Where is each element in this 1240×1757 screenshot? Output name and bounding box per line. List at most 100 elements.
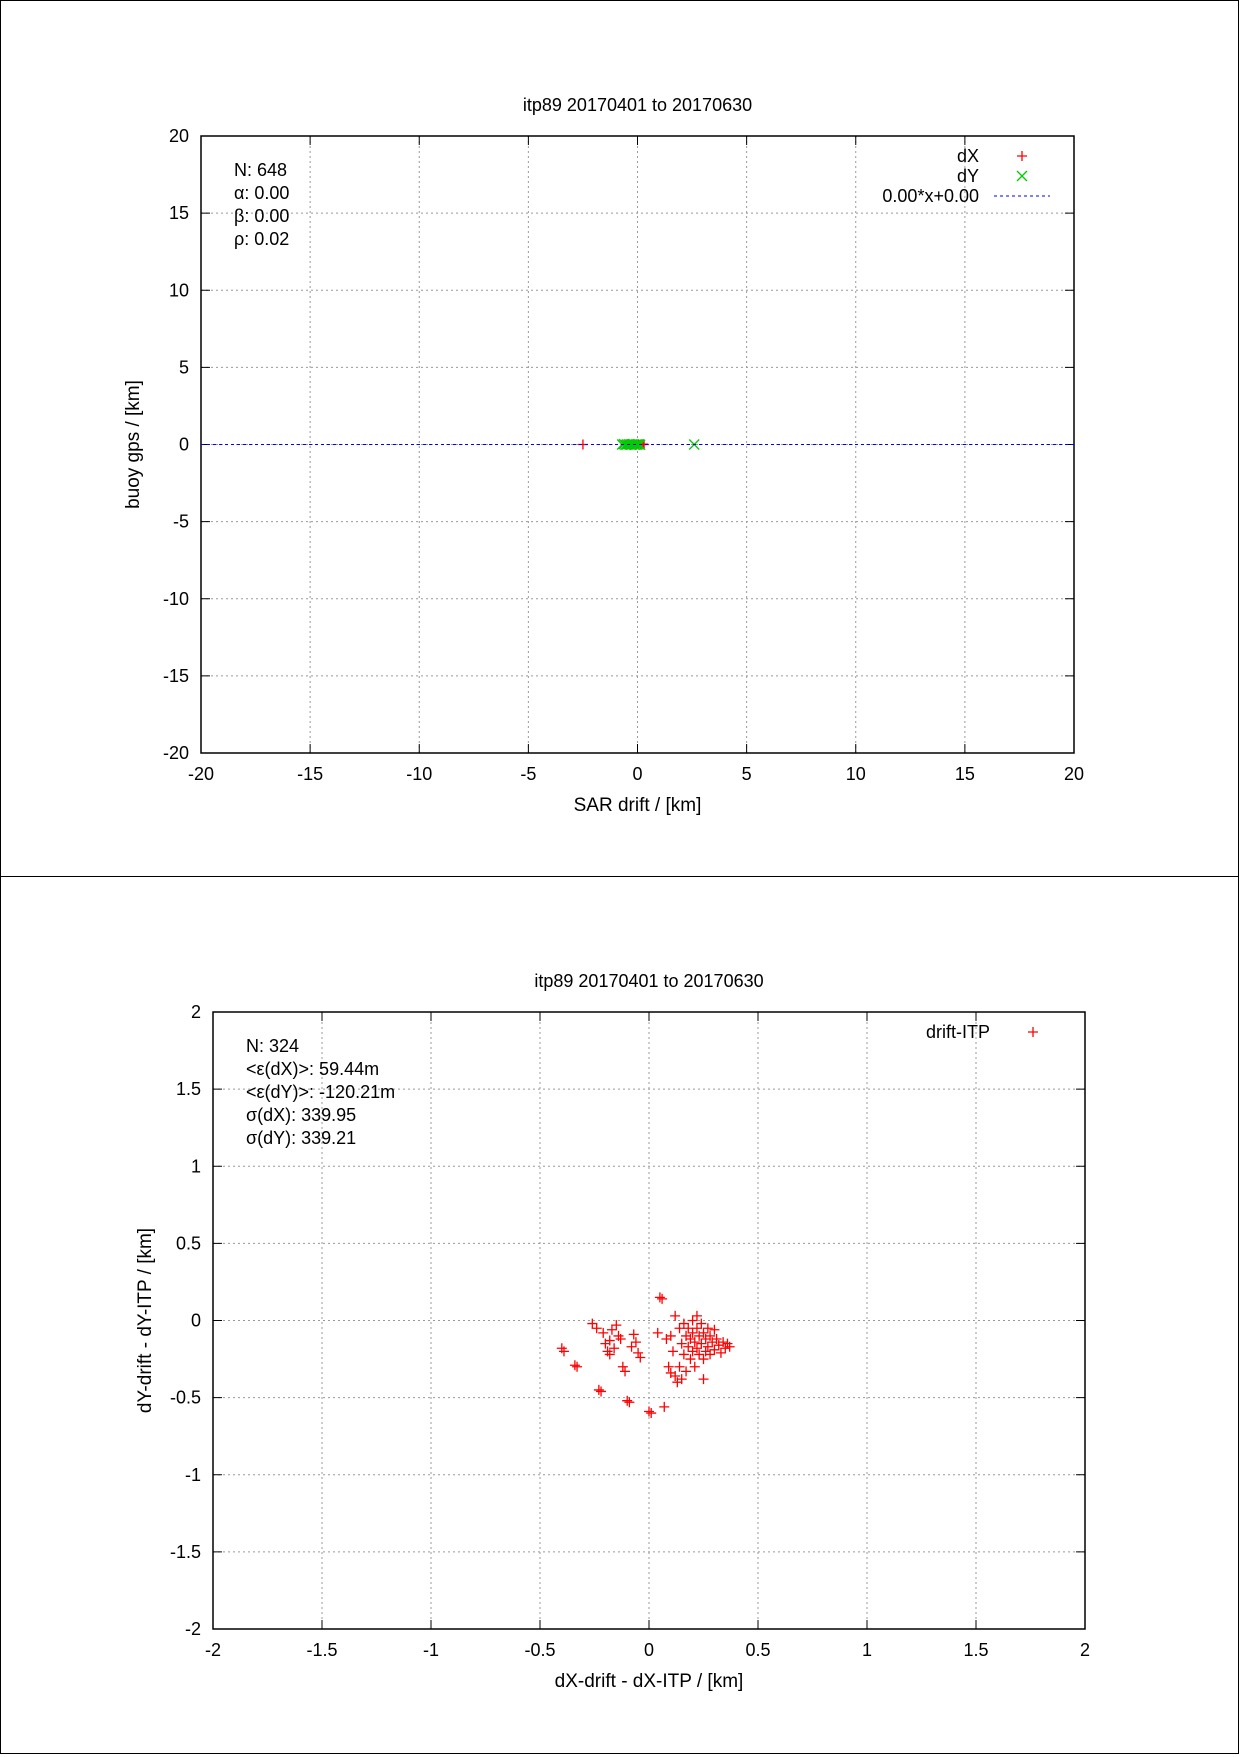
y-tick-label: 1 [191, 1156, 201, 1176]
x-tick-label: -0.5 [524, 1640, 555, 1660]
data-point [630, 1337, 641, 1348]
chart-bottom: itp89 20170401 to 20170630 -2 -1.5 -1 -0.5 0 0… [135, 971, 1090, 1692]
x-tick-label: 20 [1064, 764, 1084, 784]
x-tick-label: 0.5 [745, 1640, 770, 1660]
y-tick-label: -2 [185, 1619, 201, 1639]
data-point [604, 1335, 615, 1346]
x-tick-label: 2 [1080, 1640, 1090, 1660]
legend-label: dX [957, 146, 979, 166]
legend-label: dY [957, 166, 979, 186]
stats-line: <ε(dX)>: 59.44m [246, 1059, 379, 1079]
y-tick-label: 0 [179, 435, 189, 455]
data-point [683, 1323, 694, 1334]
data-point [691, 1310, 702, 1321]
data-point [711, 1334, 722, 1345]
data-point [631, 439, 643, 450]
chart-title: itp89 20170401 to 20170630 [534, 971, 763, 991]
x-tick-label: -5 [520, 764, 536, 784]
x-tick-label: -2 [205, 1640, 221, 1660]
legend-marker-sample [1017, 151, 1027, 161]
y-tick-label: 5 [179, 357, 189, 377]
data-point [620, 1366, 631, 1377]
data-point [633, 1347, 644, 1358]
top-figure-frame: itp89 20170401 to 20170630 -20 -15 -10 -5 0 5 1… [0, 0, 1239, 878]
legend-label: drift-ITP [926, 1022, 990, 1042]
data-point [674, 1323, 685, 1334]
data-point [615, 1334, 626, 1345]
legend-marker-sample [1028, 1027, 1038, 1037]
chart-title: itp89 20170401 to 20170630 [523, 95, 752, 115]
data-point [681, 1366, 692, 1377]
data-point [611, 1320, 622, 1331]
y-tick-label: 0 [191, 1311, 201, 1331]
data-point [709, 1324, 720, 1335]
x-tick-label: 0 [632, 764, 642, 784]
data-point [624, 1397, 635, 1408]
x-tick-label: 5 [742, 764, 752, 784]
data-point [652, 1327, 663, 1338]
data-point [698, 1327, 709, 1338]
y-axis-label: dY-drift - dY-ITP / [km] [135, 1228, 156, 1413]
data-point [696, 1318, 707, 1329]
data-point [683, 1341, 694, 1352]
stats-line: N: 648 [234, 160, 287, 180]
data-point [705, 1330, 716, 1341]
bottom-figure-frame: itp89 20170401 to 20170630 -2 -1.5 -1 -0.5 0 0… [0, 876, 1239, 1754]
data-point [702, 1323, 713, 1334]
data-point [657, 1293, 668, 1304]
stats-line: <ε(dY)>: -120.21m [246, 1082, 395, 1102]
x-tick-label: -10 [406, 764, 432, 784]
data-point [676, 1338, 687, 1349]
data-point [667, 1346, 678, 1357]
stats-line: N: 324 [246, 1036, 299, 1056]
x-tick-label: -15 [297, 764, 323, 784]
data-point [609, 1343, 620, 1354]
data-point [670, 1310, 681, 1321]
data-point [715, 1347, 726, 1358]
data-point [698, 1374, 709, 1385]
data-point [596, 1386, 607, 1397]
data-point [646, 1408, 657, 1419]
x-axis-label: SAR drift / [km] [574, 795, 702, 816]
data-point [635, 1352, 646, 1363]
data-point [691, 1343, 702, 1354]
y-tick-label: -20 [163, 743, 189, 763]
data-point [687, 1315, 698, 1326]
data-point [665, 1330, 676, 1341]
data-point [604, 1349, 615, 1360]
stats-line: β: 0.00 [234, 206, 289, 226]
data-point [705, 1349, 716, 1360]
data-point [606, 1324, 617, 1335]
x-tick-label: -20 [188, 764, 214, 784]
y-tick-label: -10 [163, 589, 189, 609]
y-tick-label: 0.5 [176, 1233, 201, 1253]
data-point [689, 1337, 700, 1348]
y-tick-label: -0.5 [170, 1388, 201, 1408]
data-point [698, 1354, 709, 1365]
data-point [587, 1318, 598, 1329]
data-point [676, 1374, 687, 1385]
y-tick-label: -1.5 [170, 1542, 201, 1562]
data-point [687, 1327, 698, 1338]
y-tick-label: 2 [191, 1002, 201, 1022]
y-tick-label: -1 [185, 1465, 201, 1485]
y-tick-label: 1.5 [176, 1079, 201, 1099]
data-point [678, 1349, 689, 1360]
x-tick-label: 0 [644, 1640, 654, 1660]
x-tick-label: 1 [862, 1640, 872, 1660]
data-point [694, 1349, 705, 1360]
data-point [569, 1360, 580, 1371]
data-point [663, 1361, 674, 1372]
data-point [628, 1329, 639, 1340]
data-point [709, 1344, 720, 1355]
x-axis-label: dX-drift - dX-ITP / [km] [555, 1671, 744, 1692]
legend-marker-sample [1016, 170, 1028, 182]
x-tick-label: -1 [423, 1640, 439, 1660]
data-point [670, 1371, 681, 1382]
legend-label: 0.00*x+0.00 [882, 186, 979, 206]
y-tick-label: 20 [169, 126, 189, 146]
plot-border [212, 1011, 1086, 1630]
data-point [691, 1323, 702, 1334]
data-point [572, 1361, 583, 1372]
